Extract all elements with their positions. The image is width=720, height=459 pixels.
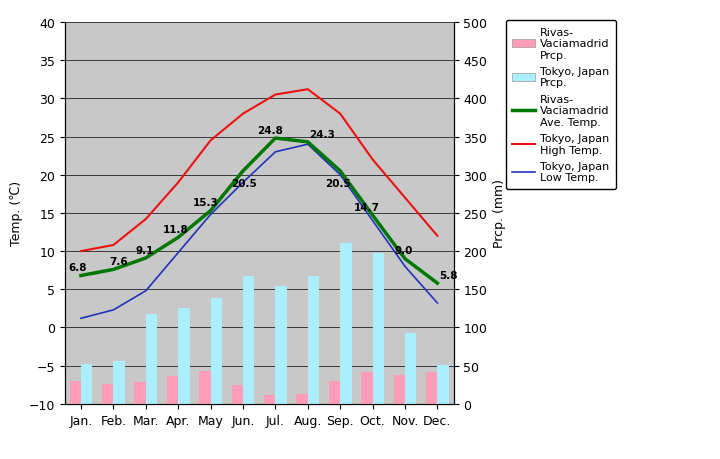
Bar [307, 276, 319, 404]
Text: 20.5: 20.5 [325, 179, 351, 189]
Text: 5.8: 5.8 [439, 270, 457, 280]
Bar [70, 381, 81, 404]
Bar [179, 308, 189, 404]
Bar [438, 365, 449, 404]
Text: 24.8: 24.8 [258, 125, 284, 135]
Bar [243, 276, 254, 404]
Bar [361, 372, 372, 404]
Bar [102, 384, 114, 404]
Bar [167, 376, 179, 404]
Bar [297, 394, 308, 404]
Bar [394, 375, 405, 404]
Bar [373, 254, 384, 404]
Bar [426, 372, 437, 404]
Bar [135, 383, 145, 404]
Bar [275, 286, 287, 404]
Text: 9.1: 9.1 [135, 245, 154, 255]
Text: 6.8: 6.8 [68, 263, 87, 273]
Text: 9.0: 9.0 [395, 246, 413, 256]
Bar [405, 333, 416, 404]
Text: 20.5: 20.5 [230, 179, 256, 189]
Text: 14.7: 14.7 [354, 202, 380, 213]
Y-axis label: Temp. (℃): Temp. (℃) [10, 181, 23, 246]
Bar [145, 314, 157, 404]
Text: 7.6: 7.6 [109, 257, 128, 267]
Text: 24.3: 24.3 [310, 129, 336, 139]
Text: 11.8: 11.8 [163, 224, 189, 235]
Text: 15.3: 15.3 [193, 198, 219, 208]
Bar [264, 396, 275, 404]
Bar [199, 371, 210, 404]
Bar [81, 364, 92, 404]
Y-axis label: Prcp. (mm): Prcp. (mm) [493, 179, 506, 248]
Bar [340, 244, 351, 404]
Bar [114, 361, 125, 404]
Bar [210, 299, 222, 404]
Bar [329, 381, 340, 404]
Legend: Rivas-
Vaciamadrid
Prcp., Tokyo, Japan
Prcp., Rivas-
Vaciamadrid
Ave. Temp., Tok: Rivas- Vaciamadrid Prcp., Tokyo, Japan P… [506, 21, 616, 190]
Bar [232, 386, 243, 404]
